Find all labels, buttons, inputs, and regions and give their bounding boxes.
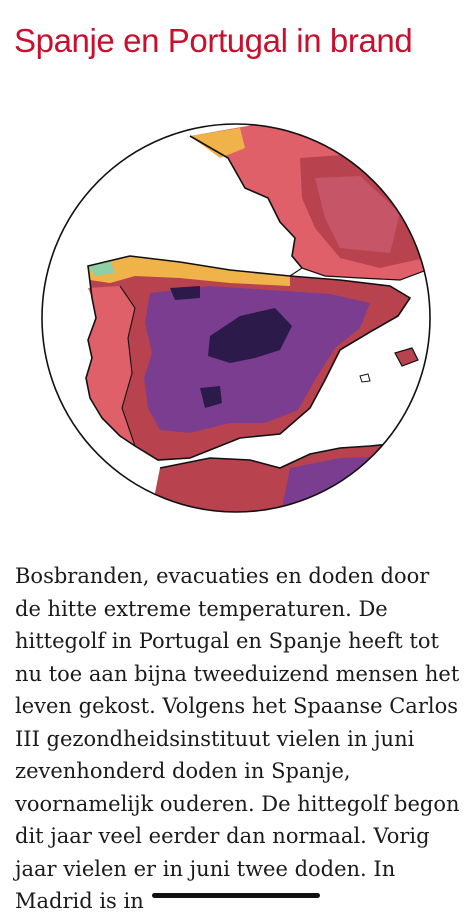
hottest-patch-north	[170, 286, 200, 300]
france-cool-zone	[190, 128, 245, 158]
france-mid-zone	[315, 176, 400, 253]
iberia-very-hot-zone	[144, 286, 370, 433]
article-paragraph: Bosbranden, evacuaties en doden door de …	[15, 564, 460, 913]
heat-map-figure	[40, 118, 432, 518]
north-coast-band	[88, 256, 290, 286]
northwest-cool-patch	[88, 260, 115, 276]
ibiza-island	[359, 373, 371, 383]
portugal-region	[86, 286, 135, 446]
iberia-coastline	[85, 255, 412, 461]
article-title: Spanje en Portugal in brand	[14, 22, 413, 59]
portugal-border	[119, 285, 136, 447]
iberia-heat-map	[41, 123, 431, 513]
france-coastline	[189, 135, 303, 269]
home-indicator-bar[interactable]	[152, 893, 320, 898]
article-body: Bosbranden, evacuaties en doden door de …	[15, 560, 460, 918]
pyrenees-border	[289, 267, 430, 281]
hottest-patch-south	[200, 386, 222, 408]
mallorca-island	[394, 347, 419, 367]
iberia-hottest-zone	[208, 308, 292, 363]
map-circle-frame	[41, 123, 431, 513]
